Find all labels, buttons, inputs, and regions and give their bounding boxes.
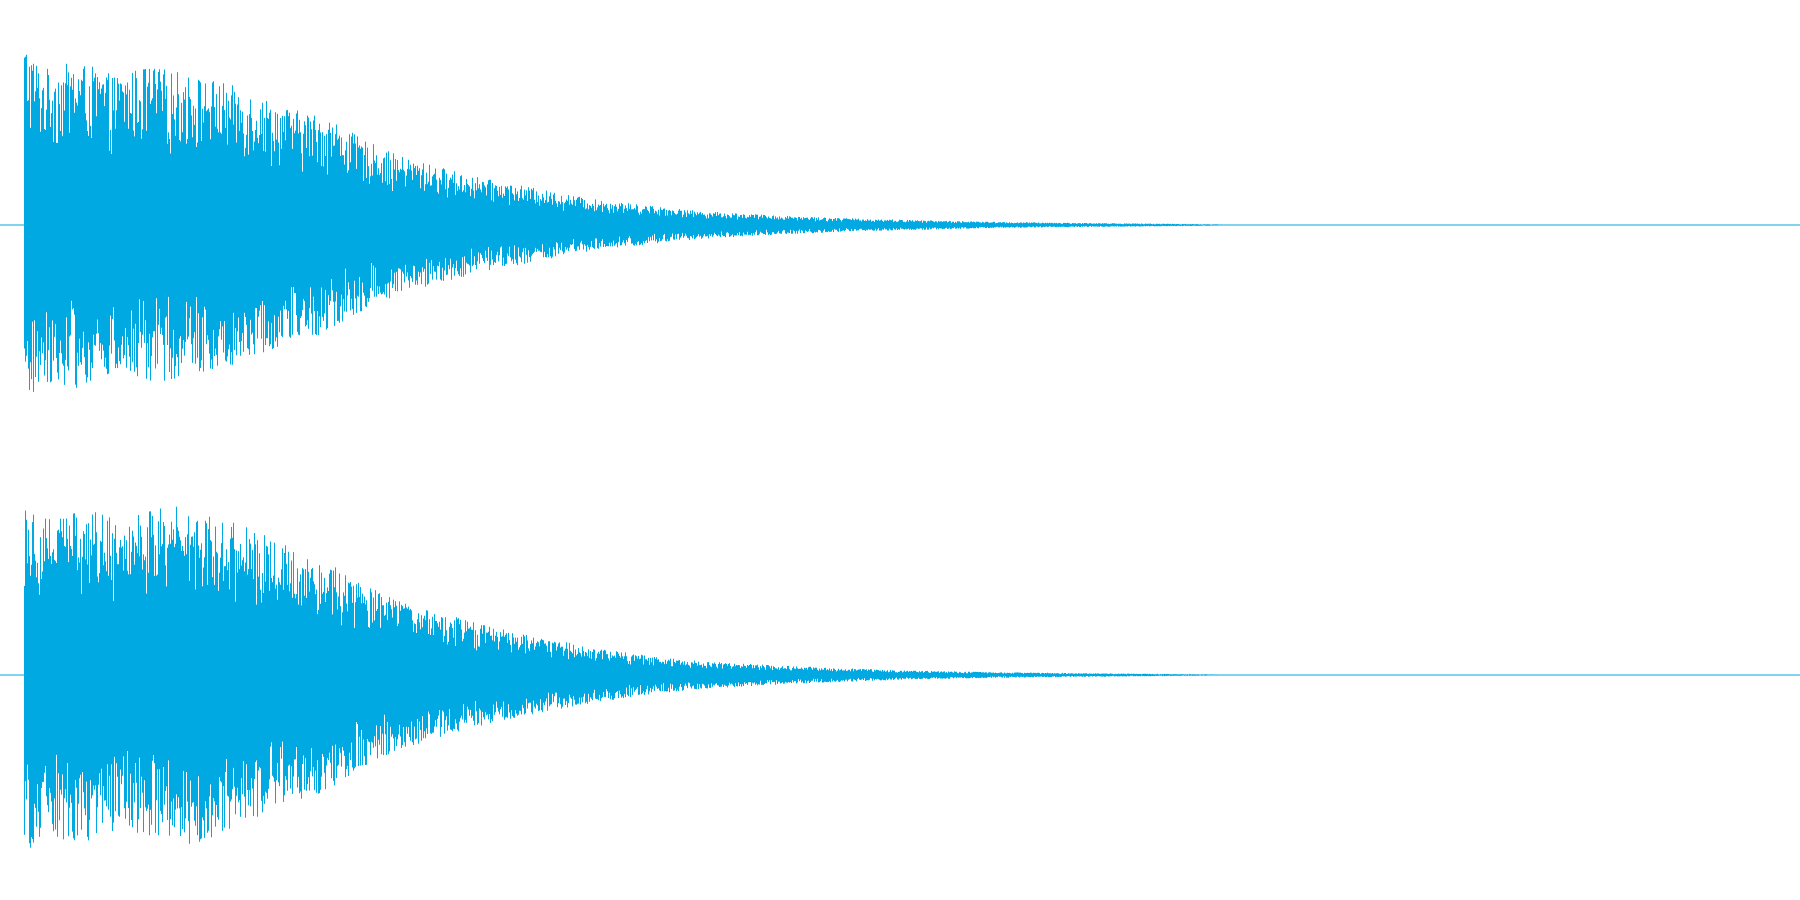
waveform-right-samples xyxy=(24,506,1262,848)
waveform-left-trace xyxy=(24,54,1262,392)
waveform-left-samples xyxy=(24,54,1262,392)
channel-right xyxy=(0,450,1800,900)
waveform-right xyxy=(0,506,1800,848)
channel-left xyxy=(0,54,1800,392)
waveform-right-trace xyxy=(24,506,1262,848)
waveform-left xyxy=(0,54,1800,392)
